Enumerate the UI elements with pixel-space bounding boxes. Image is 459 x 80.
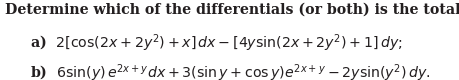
Text: b)  $6\sin(y)\,e^{2x+y}dx + 3(\sin y + \cos y)e^{2x+y} -2y\sin(y^2)\,dy.$: b) $6\sin(y)\,e^{2x+y}dx + 3(\sin y + \c… xyxy=(30,62,430,80)
Text: a)  $2[\cos(2x + 2y^2) + x]\,dx - [4y\sin(2x + 2y^2) + 1]\,dy;$: a) $2[\cos(2x + 2y^2) + x]\,dx - [4y\sin… xyxy=(30,32,402,54)
Text: Determine which of the differentials (or both) is the total differential:: Determine which of the differentials (or… xyxy=(5,2,459,16)
